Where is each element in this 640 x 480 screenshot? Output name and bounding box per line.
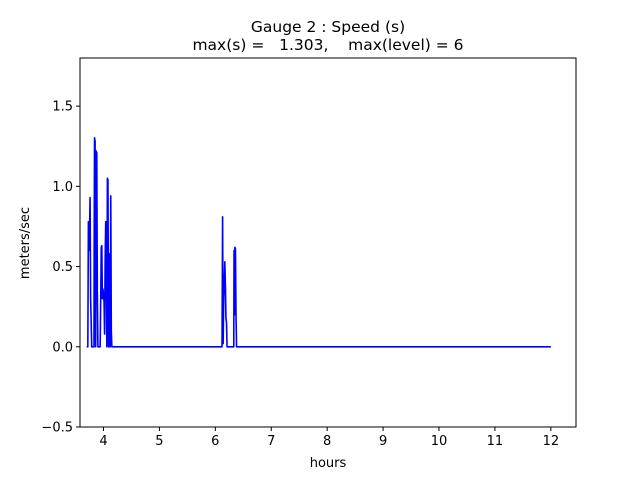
x-axis-label: hours [310,456,347,471]
chart-subtitle: max(s) = 1.303, max(level) = 6 [192,36,463,54]
x-tick-label: 8 [323,434,331,449]
x-tick-label: 6 [211,434,219,449]
y-tick-label: 0.0 [52,340,73,355]
x-tick-label: 9 [379,434,387,449]
y-tick-label: 0.5 [52,260,73,275]
chart-title: Gauge 2 : Speed (s) [251,18,405,36]
y-axis-ticks: −0.5 0.0 0.5 1.0 1.5 [41,100,80,436]
x-tick-label: 12 [543,434,560,449]
series-line-0 [86,136,551,348]
y-tick-label: 1.5 [52,100,73,115]
y-tick-label: 1.0 [52,180,73,195]
x-tick-label: 10 [431,434,448,449]
x-axis-ticks: 4 5 6 7 8 9 10 11 12 [99,427,559,449]
y-axis-label: meters/sec [18,207,33,279]
plot-frame [79,57,577,428]
x-tick-label: 7 [267,434,275,449]
x-tick-label: 4 [99,434,107,449]
series-layer [86,136,551,348]
x-tick-label: 5 [155,434,163,449]
x-tick-label: 11 [487,434,504,449]
y-tick-label: −0.5 [41,421,73,436]
